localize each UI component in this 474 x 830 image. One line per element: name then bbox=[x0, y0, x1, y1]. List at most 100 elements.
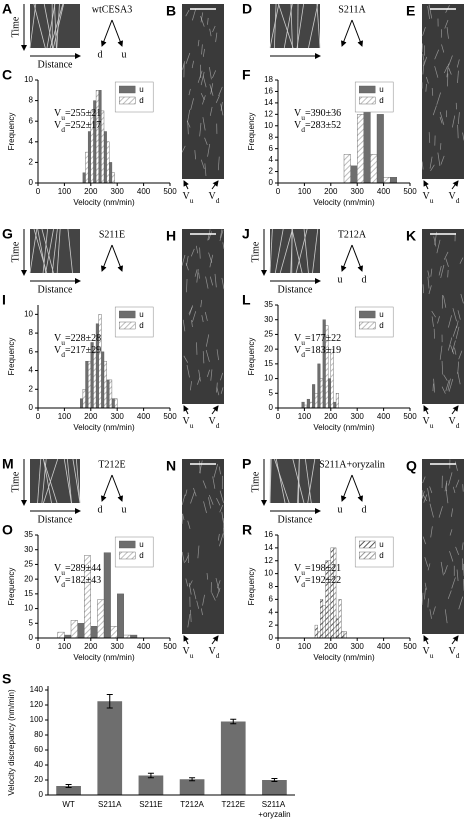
micro-streak bbox=[190, 609, 192, 623]
bar bbox=[320, 378, 324, 409]
direction-arrow bbox=[423, 180, 429, 190]
micro-streak bbox=[428, 4, 433, 19]
micro-streak bbox=[193, 588, 197, 600]
micro-streak bbox=[219, 504, 224, 513]
y-tick-label: 2 bbox=[269, 620, 274, 629]
y-tick-label: 10 bbox=[24, 75, 33, 84]
track-arrow bbox=[100, 244, 113, 272]
micro-streak bbox=[185, 489, 188, 497]
micro-streak bbox=[444, 565, 448, 575]
annotation: Vd=217±29 bbox=[54, 345, 101, 359]
micro-streak bbox=[421, 161, 424, 170]
kymograph-title: T212A bbox=[338, 229, 367, 240]
micro-streak bbox=[190, 491, 195, 504]
micro-streak bbox=[199, 122, 202, 137]
x-axis-title: Velocity (nm/min) bbox=[313, 198, 375, 207]
micro-streak bbox=[186, 278, 188, 293]
micro-streak bbox=[441, 44, 445, 53]
panel-letter: G bbox=[2, 226, 13, 242]
y-tick-label: 100 bbox=[30, 715, 44, 724]
micro-streak bbox=[187, 614, 191, 628]
x-axis-title: Velocity (nm/min) bbox=[73, 653, 135, 662]
x-tick-label: 500 bbox=[163, 187, 177, 196]
micro-streak bbox=[196, 269, 199, 283]
x-tick-label: 500 bbox=[403, 412, 417, 421]
panel-letter: S bbox=[2, 671, 11, 687]
track-arrow bbox=[111, 474, 124, 502]
panel-letter: M bbox=[2, 456, 14, 472]
micro-streak bbox=[427, 270, 430, 278]
micro-streak bbox=[427, 5, 430, 20]
track-label: u bbox=[338, 274, 343, 285]
micro-streak bbox=[454, 347, 457, 355]
y-tick-label: 10 bbox=[24, 604, 33, 613]
x-tick-label: 300 bbox=[351, 187, 365, 196]
bar bbox=[357, 114, 365, 184]
micro-streak bbox=[194, 269, 198, 277]
x-tick-label: 0 bbox=[36, 187, 41, 196]
bar bbox=[97, 701, 123, 795]
micro-streak bbox=[444, 19, 449, 29]
micro-streak bbox=[190, 98, 194, 111]
bar bbox=[179, 779, 205, 795]
y-tick-label: 8 bbox=[29, 328, 34, 337]
kymo-streak bbox=[303, 228, 309, 274]
x-axis-title: Velocity (nm/min) bbox=[73, 198, 135, 207]
micro-streak bbox=[431, 316, 434, 327]
micro-streak bbox=[183, 355, 189, 363]
y-tick-label: 10 bbox=[264, 569, 273, 578]
micro-streak bbox=[181, 254, 186, 266]
kymograph-title: T212E bbox=[98, 459, 125, 470]
distance-label: Distance bbox=[278, 284, 314, 295]
micro-streak bbox=[182, 61, 186, 70]
micro-streak bbox=[463, 563, 465, 576]
micro-streak bbox=[200, 16, 205, 27]
bar bbox=[370, 154, 378, 184]
micro-streak bbox=[208, 497, 211, 509]
track-label: d bbox=[98, 504, 103, 515]
micro-streak bbox=[425, 83, 427, 92]
micro-streak bbox=[188, 306, 193, 314]
micro-streak bbox=[205, 334, 210, 347]
micro-streak bbox=[431, 310, 436, 318]
kymo-streak bbox=[42, 458, 58, 504]
micro-streak bbox=[434, 66, 439, 78]
bar bbox=[82, 172, 86, 184]
kymo-streak bbox=[292, 458, 305, 504]
bar bbox=[90, 626, 98, 639]
bar bbox=[314, 624, 318, 639]
micro-streak bbox=[423, 588, 426, 600]
y-tick-label: 4 bbox=[269, 607, 274, 616]
micro-streak bbox=[457, 70, 459, 84]
micro-streak bbox=[190, 248, 195, 257]
x-tick-label: 200 bbox=[324, 412, 338, 421]
micro-streak bbox=[437, 316, 440, 324]
legend-label: u bbox=[139, 85, 143, 94]
micro-streak bbox=[421, 592, 424, 605]
bar bbox=[220, 721, 246, 795]
kymo-streak bbox=[316, 3, 321, 49]
micro-streak bbox=[452, 115, 456, 128]
direction-label: Vd bbox=[449, 416, 460, 430]
kymograph bbox=[270, 4, 320, 48]
legend-swatch bbox=[118, 310, 136, 319]
y-tick-label: 30 bbox=[264, 315, 273, 324]
micro-streak bbox=[430, 268, 433, 277]
kymo-streak bbox=[279, 228, 293, 274]
track-arrow bbox=[351, 474, 364, 502]
x-tick-label: 200 bbox=[84, 642, 98, 651]
kymo-streak bbox=[52, 3, 64, 49]
micro-streak bbox=[191, 320, 193, 328]
bar bbox=[110, 626, 118, 639]
time-label: Time bbox=[250, 241, 261, 262]
micro-streak bbox=[422, 476, 426, 484]
direction-label: Vu bbox=[183, 191, 194, 205]
bar bbox=[114, 398, 118, 409]
micro-streak bbox=[182, 319, 186, 332]
bar bbox=[343, 154, 351, 184]
panel-letter: O bbox=[2, 522, 13, 538]
x-tick-label: 0 bbox=[276, 412, 281, 421]
micro-streak bbox=[428, 285, 432, 295]
distance-label: Distance bbox=[38, 284, 74, 295]
